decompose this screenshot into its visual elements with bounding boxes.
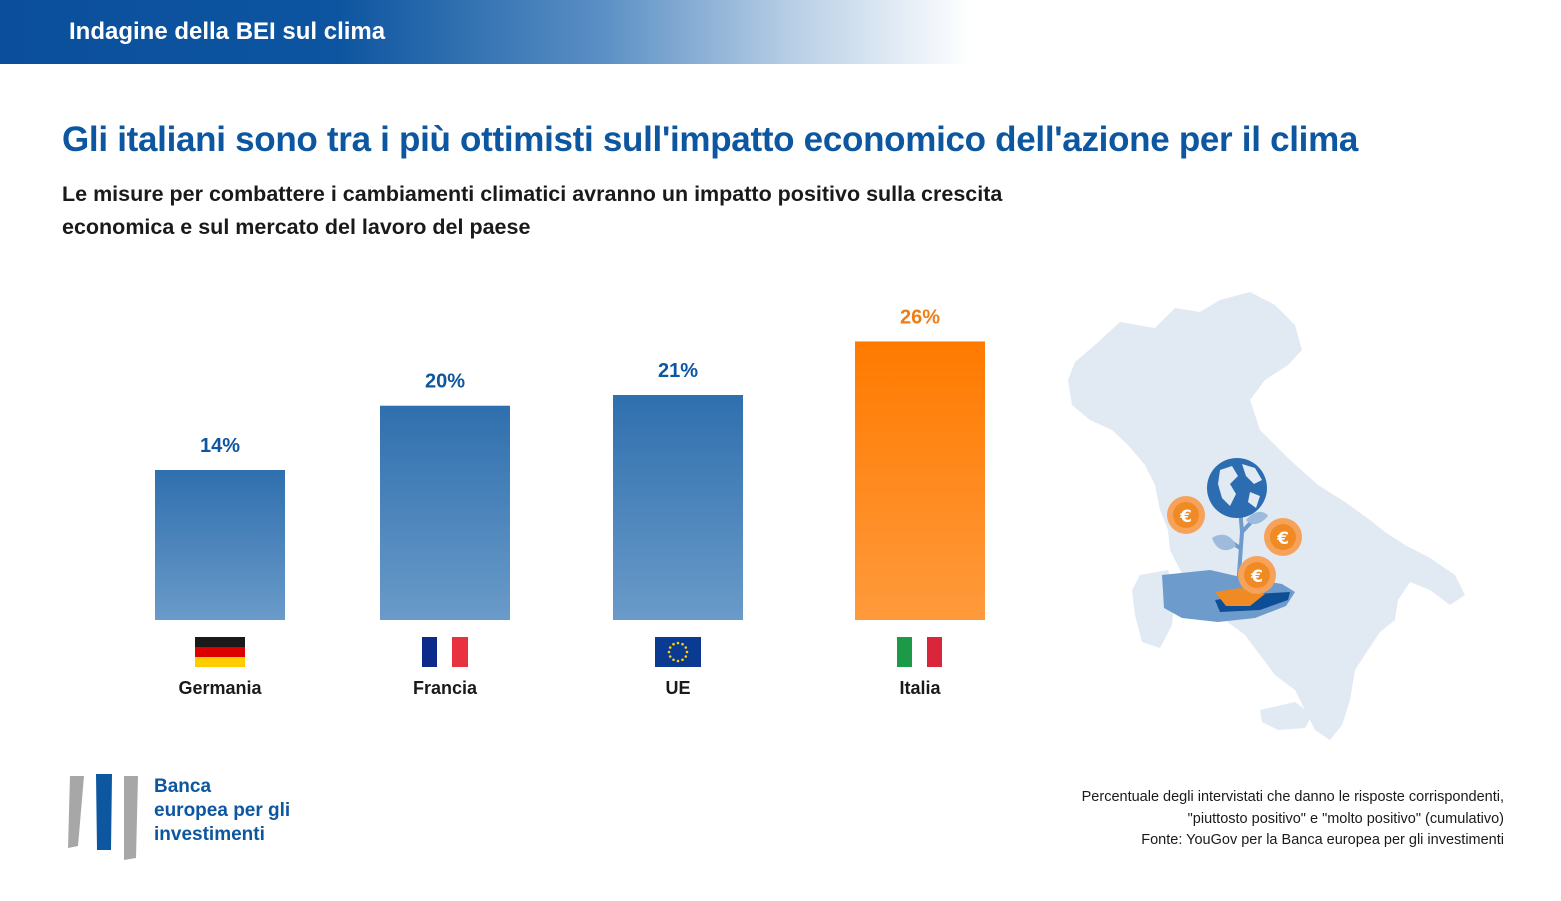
eu-star	[681, 642, 684, 646]
value-label-germania: 14%	[200, 435, 240, 457]
eu-star	[676, 659, 680, 663]
eib-logo-text: Banca europea per gli investimenti	[154, 775, 344, 847]
eu-star	[672, 642, 675, 646]
eu-star	[672, 658, 675, 662]
category-label-francia: Francia	[413, 678, 478, 698]
logo-line-1: Banca	[154, 776, 212, 797]
logo-line-3: investimenti	[154, 824, 265, 845]
eib-logo	[68, 774, 138, 860]
svg-text:€: €	[1250, 567, 1263, 587]
bar-ue	[613, 395, 743, 620]
category-label-germania: Germania	[178, 678, 262, 698]
eu-star	[668, 655, 672, 658]
bar-italia	[855, 341, 985, 620]
category-label-italia: Italia	[899, 678, 941, 698]
chart-subtitle: Le misure per combattere i cambiamenti c…	[62, 178, 1082, 244]
chart-footnote: Percentuale degli intervistati che danno…	[984, 787, 1504, 852]
eu-star	[668, 646, 672, 649]
bar-chart: 14% 20% 21% 26% Germania Francia UE Italia	[155, 306, 985, 698]
globe-icon	[1207, 458, 1267, 518]
eu-star	[681, 658, 684, 662]
eu-star	[685, 650, 689, 654]
logo-line-2: europea per gli	[154, 800, 291, 821]
footnote-line-3: Fonte: YouGov per la Banca europea per g…	[1141, 832, 1504, 848]
subtitle-line-1: Le misure per combattere i cambiamenti c…	[62, 182, 1003, 206]
italy-flag	[897, 637, 942, 667]
header-banner: Indagine della BEI sul clima	[0, 0, 970, 64]
page-title: Gli italiani sono tra i più ottimisti su…	[62, 120, 1359, 159]
svg-text:€: €	[1276, 529, 1289, 549]
eu-star	[676, 641, 680, 645]
value-label-italia: 26%	[900, 306, 940, 328]
svg-text:€: €	[1179, 507, 1192, 527]
bar-francia	[380, 405, 510, 620]
value-label-ue: 21%	[658, 360, 698, 382]
eu-star	[684, 655, 688, 658]
france-flag	[422, 637, 468, 667]
italy-map-illustration: € € €	[1068, 292, 1465, 740]
banner-title: Indagine della BEI sul clima	[69, 18, 386, 45]
euro-coin-icon: € € €	[1167, 496, 1302, 594]
germany-flag	[195, 637, 245, 667]
value-label-francia: 20%	[425, 371, 465, 393]
footnote-line-1: Percentuale degli intervistati che danno…	[1081, 789, 1504, 805]
subtitle-line-2: economica e sul mercato del lavoro del p…	[62, 215, 531, 239]
eu-star	[684, 646, 688, 649]
footnote-line-2: "piuttosto positivo" e "molto positivo" …	[1187, 810, 1504, 827]
eu-star	[667, 650, 671, 654]
bar-germania	[155, 470, 285, 620]
eu-flag	[655, 637, 701, 667]
category-label-ue: UE	[665, 678, 690, 698]
